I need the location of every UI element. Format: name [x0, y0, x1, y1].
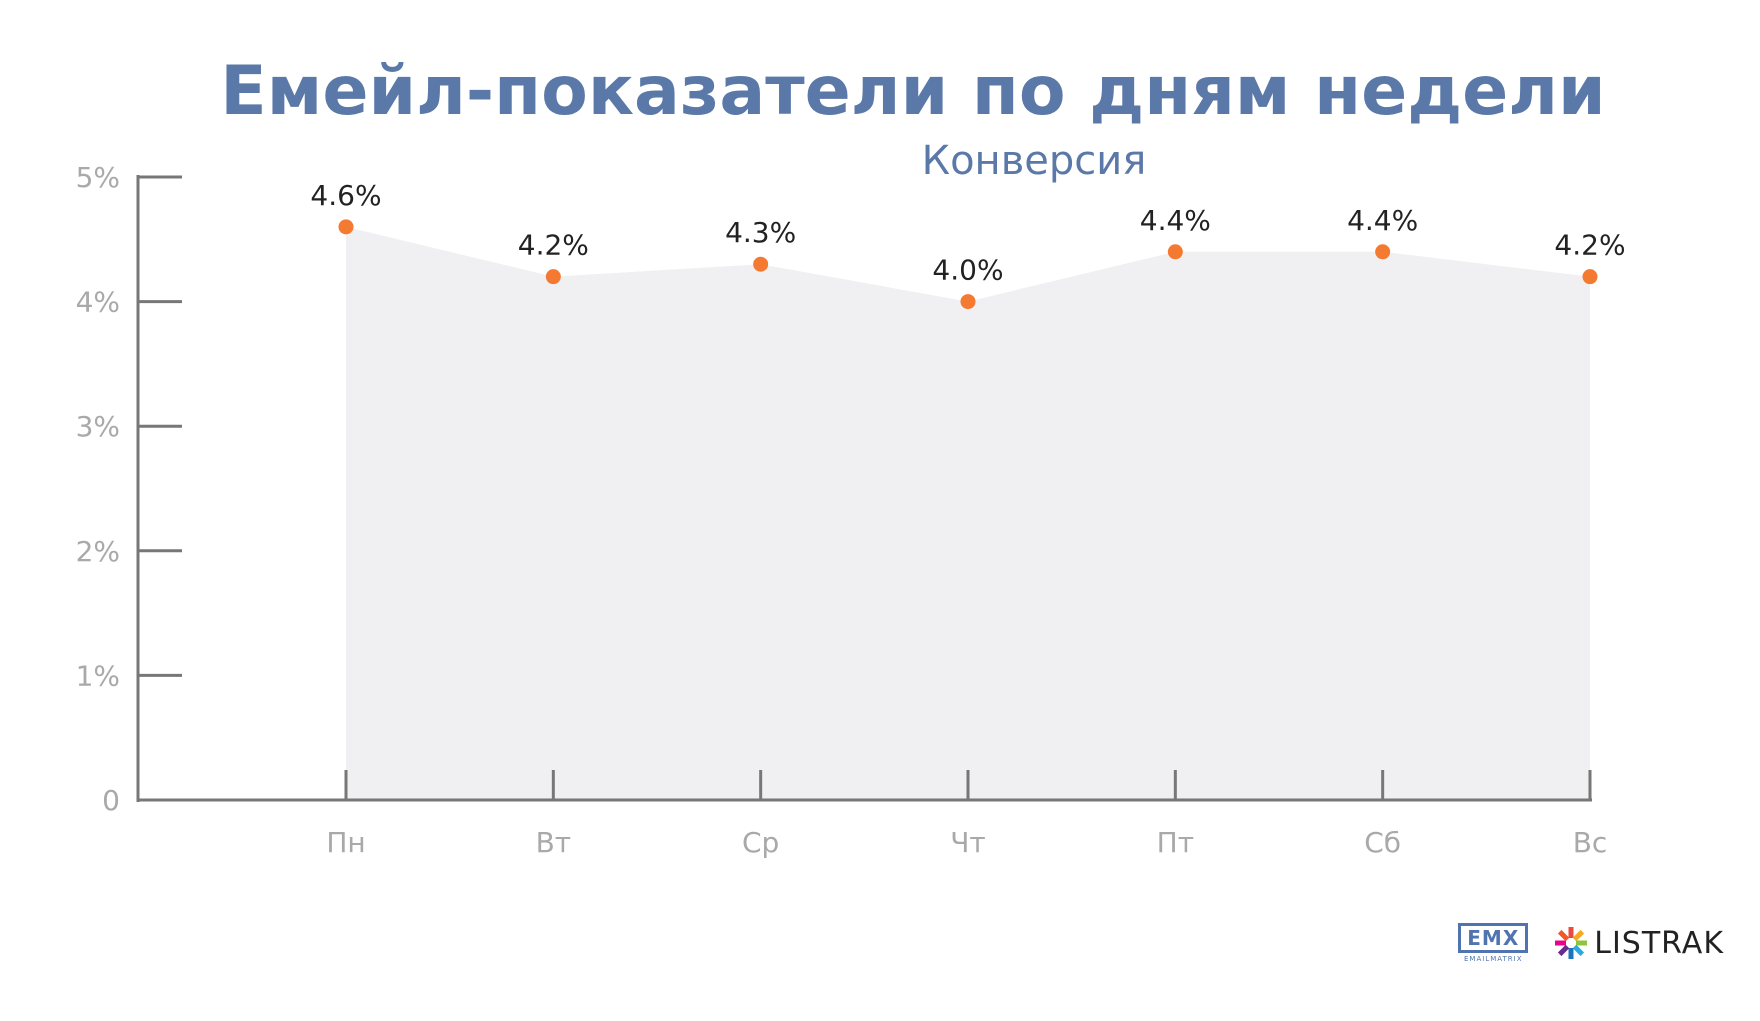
- x-tick-label: Пт: [1157, 826, 1194, 859]
- x-tick-label: Сб: [1364, 826, 1401, 859]
- x-tick-label: Пн: [326, 826, 365, 859]
- data-label: 4.2%: [518, 229, 589, 262]
- series-area: [346, 226, 1590, 801]
- data-label: 4.4%: [1140, 204, 1211, 237]
- data-point: [1167, 244, 1183, 260]
- chart-subtitle: Конверсия: [921, 138, 1147, 184]
- y-tick-label: 3%: [76, 410, 120, 443]
- emailmatrix-logo: EMX EMAILMATRIX: [1458, 923, 1529, 963]
- data-point: [960, 294, 976, 310]
- data-label: 4.3%: [725, 216, 796, 249]
- listrak-logo-text: LISTRAK: [1594, 925, 1724, 961]
- data-point: [753, 256, 769, 272]
- data-label: 4.2%: [1554, 229, 1625, 262]
- data-label: 4.4%: [1347, 204, 1418, 237]
- listrak-logo: LISTRAK: [1554, 926, 1724, 961]
- y-tick-label: 0: [102, 784, 120, 817]
- data-label: 4.0%: [932, 254, 1003, 287]
- emx-logo-subtext: EMAILMATRIX: [1463, 955, 1523, 963]
- y-tick-label: 1%: [76, 659, 120, 692]
- emx-logo-text: EMX: [1458, 923, 1529, 953]
- data-point: [1582, 269, 1598, 285]
- data-point: [545, 269, 561, 285]
- data-label: 4.6%: [310, 179, 381, 212]
- y-tick-label: 2%: [76, 535, 120, 568]
- x-tick-label: Ср: [742, 826, 779, 859]
- y-tick-label: 4%: [76, 286, 120, 319]
- y-tick-label: 5%: [76, 161, 120, 194]
- chart-title: Емейл-показатели по дням недели: [220, 52, 1606, 131]
- data-point: [1375, 244, 1391, 260]
- x-tick-label: Вс: [1573, 826, 1608, 859]
- x-tick-label: Чт: [950, 826, 986, 859]
- x-tick-label: Вт: [536, 826, 572, 859]
- data-point: [338, 219, 354, 235]
- listrak-burst-icon: [1555, 927, 1588, 959]
- brand-logos: EMX EMAILMATRIX LISTRAK: [1458, 920, 1724, 966]
